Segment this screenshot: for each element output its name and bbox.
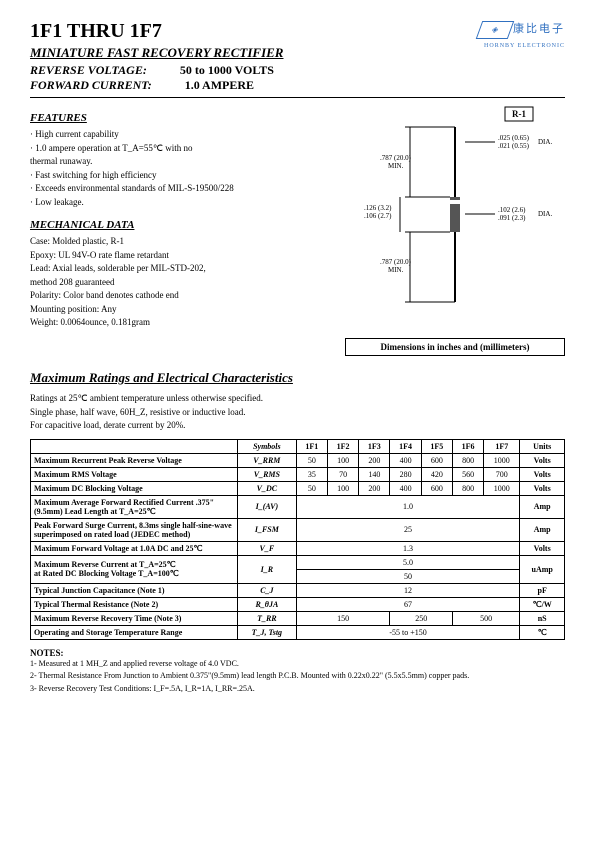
svg-text:.025 (0.65): .025 (0.65) bbox=[498, 134, 530, 142]
mechanical-list: Case: Molded plastic, R-1Epoxy: UL 94V-O… bbox=[30, 235, 325, 330]
main-columns: FEATURES · High current capability· 1.0 … bbox=[30, 102, 565, 356]
mechanical-item: Mounting position: Any bbox=[30, 303, 325, 317]
logo-diamond-icon: ◈ bbox=[475, 21, 514, 39]
spec-label: REVERSE VOLTAGE: bbox=[30, 63, 147, 77]
notes-list: 1- Measured at 1 MH_Z and applied revers… bbox=[30, 658, 565, 696]
svg-text:R-1: R-1 bbox=[512, 109, 526, 119]
notes-heading: NOTES: bbox=[30, 648, 565, 658]
spec-forward-current: FORWARD CURRENT: 1.0 AMPERE bbox=[30, 78, 283, 93]
logo-text: 康比电子 bbox=[513, 23, 565, 35]
ratings-intro-line: For capacitive load, derate current by 2… bbox=[30, 419, 565, 433]
svg-text:.106 (2.7): .106 (2.7) bbox=[364, 212, 392, 220]
logo-subtext: HORNBY ELECTRONIC bbox=[484, 43, 565, 49]
svg-text:.787 (20.0): .787 (20.0) bbox=[380, 258, 412, 266]
ratings-intro-line: Ratings at 25℃ ambient temperature unles… bbox=[30, 392, 565, 406]
spec-reverse-voltage: REVERSE VOLTAGE: 50 to 1000 VOLTS bbox=[30, 63, 283, 78]
svg-text:MIN.: MIN. bbox=[388, 162, 404, 170]
feature-item: · 1.0 ampere operation at T_A=55℃ with n… bbox=[30, 142, 325, 156]
note-item: 2- Thermal Resistance From Junction to A… bbox=[30, 670, 565, 683]
right-column: R-1 .787 (20.0) MIN. .025 (0.65) .021 (0… bbox=[345, 102, 565, 356]
spec-value: 50 to 1000 VOLTS bbox=[180, 63, 274, 77]
svg-text:.021 (0.55): .021 (0.55) bbox=[498, 142, 530, 150]
mechanical-item: method 208 guaranteed bbox=[30, 276, 325, 290]
svg-text:MIN.: MIN. bbox=[388, 266, 404, 274]
subtitle: MINIATURE FAST RECOVERY RECTIFIER bbox=[30, 45, 283, 61]
feature-item: · Fast switching for high efficiency bbox=[30, 169, 325, 183]
ratings-heading: Maximum Ratings and Electrical Character… bbox=[30, 370, 565, 386]
title-block: 1F1 THRU 1F7 MINIATURE FAST RECOVERY REC… bbox=[30, 20, 283, 93]
ratings-intro: Ratings at 25℃ ambient temperature unles… bbox=[30, 392, 565, 433]
left-column: FEATURES · High current capability· 1.0 … bbox=[30, 102, 325, 356]
diagram-caption: Dimensions in inches and (millimeters) bbox=[345, 338, 565, 356]
mechanical-item: Epoxy: UL 94V-O rate flame retardant bbox=[30, 249, 325, 263]
mechanical-heading: MECHANICAL DATA bbox=[30, 219, 325, 231]
header: 1F1 THRU 1F7 MINIATURE FAST RECOVERY REC… bbox=[30, 20, 565, 93]
mechanical-item: Polarity: Color band denotes cathode end bbox=[30, 289, 325, 303]
company-logo: ◈ 康比电子 HORNBY ELECTRONIC bbox=[479, 20, 565, 49]
features-heading: FEATURES bbox=[30, 112, 325, 124]
svg-text:DIA.: DIA. bbox=[538, 138, 552, 146]
svg-text:.091 (2.3): .091 (2.3) bbox=[498, 214, 526, 222]
page-title: 1F1 THRU 1F7 bbox=[30, 20, 283, 43]
svg-text:.102 (2.6): .102 (2.6) bbox=[498, 206, 526, 214]
note-item: 3- Reverse Recovery Test Conditions: I_F… bbox=[30, 683, 565, 696]
package-diagram-svg: R-1 .787 (20.0) MIN. .025 (0.65) .021 (0… bbox=[350, 102, 560, 332]
package-diagram: R-1 .787 (20.0) MIN. .025 (0.65) .021 (0… bbox=[345, 102, 565, 356]
feature-item: · Low leakage. bbox=[30, 196, 325, 210]
feature-item: · Exceeds environmental standards of MIL… bbox=[30, 182, 325, 196]
ratings-table: Symbols1F11F21F31F41F51F61F7UnitsMaximum… bbox=[30, 439, 565, 640]
spec-label: FORWARD CURRENT: bbox=[30, 78, 152, 92]
mechanical-item: Case: Molded plastic, R-1 bbox=[30, 235, 325, 249]
svg-text:.787 (20.0): .787 (20.0) bbox=[380, 154, 412, 162]
mechanical-item: Weight: 0.0064ounce, 0.181gram bbox=[30, 316, 325, 330]
svg-text:.126 (3.2): .126 (3.2) bbox=[364, 204, 392, 212]
spec-value: 1.0 AMPERE bbox=[185, 78, 254, 92]
note-item: 1- Measured at 1 MH_Z and applied revers… bbox=[30, 658, 565, 671]
mechanical-item: Lead: Axial leads, solderable per MIL-ST… bbox=[30, 262, 325, 276]
feature-item: · High current capability bbox=[30, 128, 325, 142]
svg-text:DIA.: DIA. bbox=[538, 210, 552, 218]
feature-item: thermal runaway. bbox=[30, 155, 325, 169]
ratings-intro-line: Single phase, half wave, 60H_Z, resistiv… bbox=[30, 406, 565, 420]
features-list: · High current capability· 1.0 ampere op… bbox=[30, 128, 325, 209]
